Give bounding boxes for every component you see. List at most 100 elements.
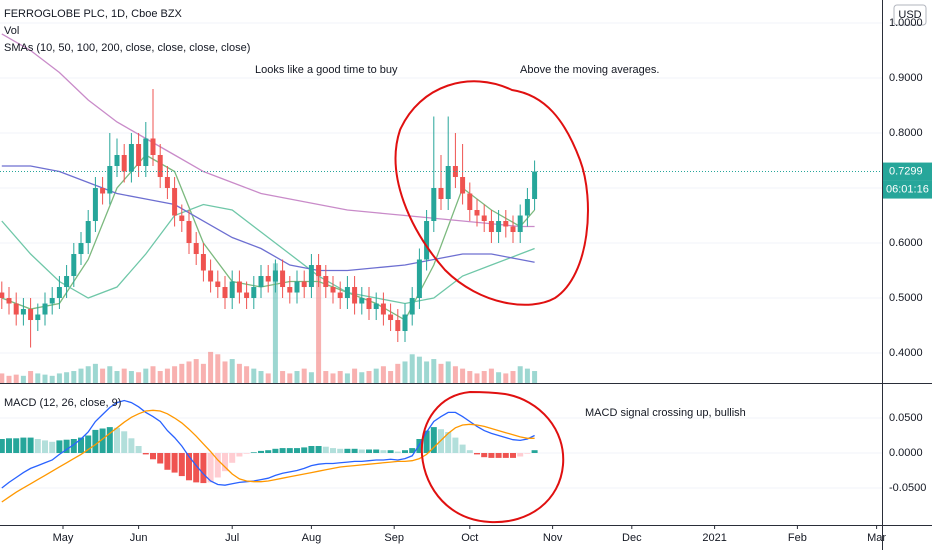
histogram-bar	[207, 452, 214, 483]
histogram-bar	[214, 452, 221, 478]
volume-bar	[445, 361, 451, 383]
candle-body	[395, 320, 401, 332]
histogram-bar	[517, 452, 524, 457]
volume-bar	[49, 375, 55, 383]
last-price-box	[883, 162, 932, 181]
volume-label: Vol	[4, 25, 19, 37]
candle-body	[532, 171, 538, 200]
volume-bar	[366, 371, 372, 383]
volume-bar	[35, 373, 41, 383]
histogram-bar	[358, 449, 365, 453]
candle-body	[359, 298, 365, 304]
volume-bar	[532, 371, 538, 383]
candle-body	[474, 210, 480, 216]
histogram-bar	[459, 444, 466, 453]
histogram-bar	[63, 439, 70, 453]
volume-bar	[409, 354, 415, 383]
candle-body	[42, 303, 48, 315]
volume-bar	[150, 366, 156, 383]
volume-bar	[229, 359, 235, 383]
volume-bar	[452, 366, 458, 383]
annotation: MACD signal crossing up, bullish	[585, 407, 746, 419]
volume-bar	[28, 371, 34, 383]
candle-body	[172, 188, 178, 216]
candle-body	[287, 287, 293, 293]
candle-body	[13, 303, 19, 315]
volume-bar	[128, 371, 134, 383]
x-tick-label: 2021	[702, 532, 726, 544]
volume-bar	[200, 363, 206, 383]
candle-body	[373, 303, 379, 310]
histogram-bar	[236, 452, 243, 457]
countdown-box	[883, 180, 932, 199]
candle-body	[416, 259, 422, 299]
histogram-bar	[0, 439, 5, 453]
candle-body	[272, 270, 278, 282]
currency[interactable]: USD	[898, 9, 921, 21]
histogram-bar	[337, 448, 344, 453]
histogram-bar	[142, 452, 149, 455]
volume-bar	[258, 371, 264, 383]
histogram-bar	[510, 452, 516, 458]
histogram-bar	[243, 452, 250, 454]
candle-body	[64, 276, 70, 288]
candle-body	[121, 155, 127, 172]
histogram-bar	[20, 437, 27, 453]
volume-bar	[316, 268, 322, 383]
histogram-bar	[531, 450, 538, 453]
annotation: Looks like a good time to buy	[255, 64, 398, 76]
histogram-bar	[42, 440, 48, 453]
volume-bar	[301, 368, 307, 383]
volume-bar	[6, 375, 12, 383]
volume-bar	[517, 366, 523, 383]
y-tick-label: 1.0000	[889, 17, 923, 29]
histogram-bar	[49, 441, 56, 453]
candle-body	[71, 254, 77, 277]
histogram-bar	[121, 431, 128, 453]
candle-body	[186, 221, 192, 244]
macd-line	[1, 409, 535, 503]
volume-bar	[143, 368, 149, 383]
candle-body	[128, 144, 134, 172]
histogram-bar	[27, 437, 34, 453]
histogram-bar	[524, 452, 531, 454]
candle-body	[330, 287, 336, 293]
currency-box[interactable]	[893, 4, 927, 26]
histogram-bar	[92, 429, 99, 453]
histogram-bar	[416, 439, 423, 453]
histogram-bar	[135, 445, 142, 453]
volume-bar	[323, 371, 329, 383]
volume-bar	[172, 366, 178, 383]
candle-body	[229, 281, 235, 299]
volume-bar	[42, 374, 48, 383]
histogram-bar	[402, 450, 408, 453]
candle-body	[438, 188, 444, 200]
histogram-bar	[279, 448, 286, 453]
y-tick-label: 0.5000	[889, 292, 923, 304]
volume-bar	[114, 371, 120, 383]
histogram-bar	[272, 448, 279, 453]
histogram-bar	[394, 451, 401, 453]
volume-bar	[488, 368, 494, 383]
candle-body	[0, 292, 5, 299]
candle-body	[100, 188, 106, 194]
candle-body	[524, 199, 530, 216]
candle-body	[467, 193, 473, 211]
volume-bar	[496, 372, 502, 383]
volume-bar	[71, 371, 77, 383]
candle-body	[114, 155, 120, 167]
volume-bar	[100, 368, 106, 383]
candle-body	[366, 298, 372, 310]
histogram-bar	[286, 448, 293, 453]
volume-bar	[438, 363, 444, 383]
histogram-bar	[430, 427, 437, 453]
indicator-label: SMAs (10, 50, 100, 200, close, close, cl…	[4, 42, 250, 54]
volume-bar	[208, 351, 214, 383]
volume-bar	[179, 363, 185, 383]
y-tick-label: 0.8000	[889, 127, 923, 139]
volume-bar	[344, 373, 350, 383]
macd-line	[1, 399, 535, 489]
candle-body	[294, 281, 300, 293]
volume-bar	[467, 371, 473, 383]
candle-body	[280, 270, 286, 288]
